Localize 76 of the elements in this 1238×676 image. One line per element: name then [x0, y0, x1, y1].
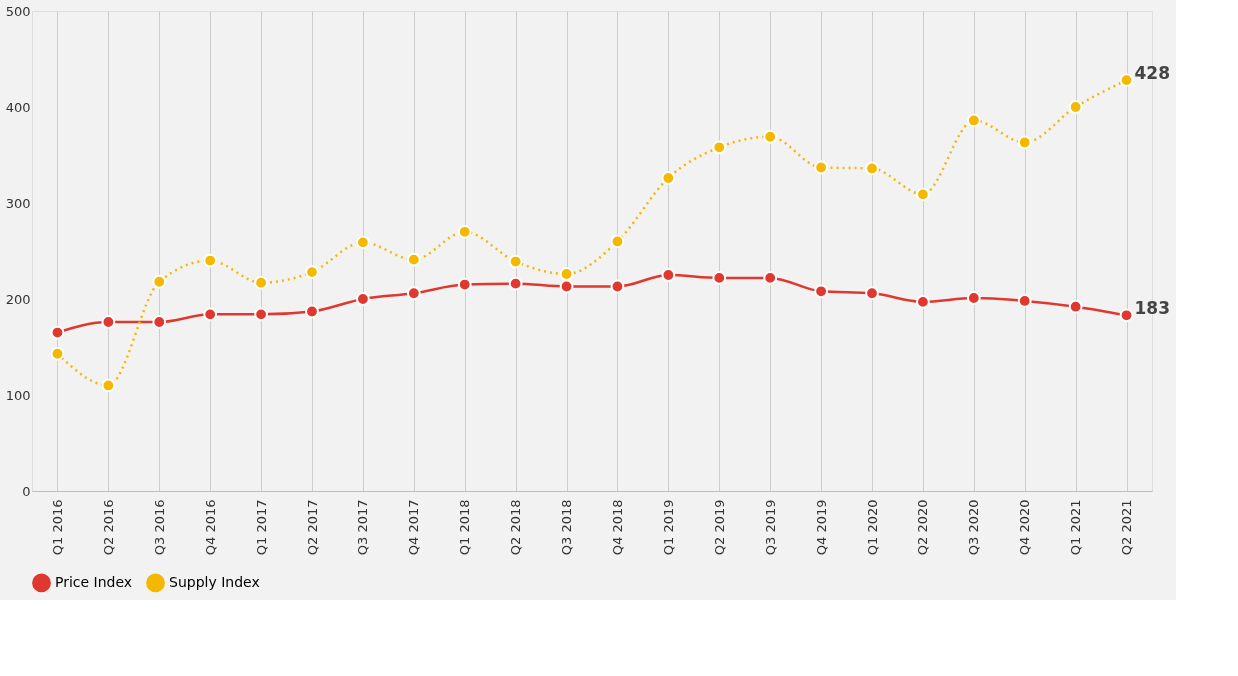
point [152, 274, 167, 289]
point [865, 161, 879, 176]
legend-label: Supply Index [169, 573, 260, 590]
y-tick-label: 100 [5, 387, 31, 403]
point [966, 113, 981, 128]
x-tick-label: Q3 2018 [559, 499, 575, 556]
point [1068, 100, 1083, 114]
point [814, 160, 829, 175]
point [457, 224, 472, 239]
point [305, 304, 319, 319]
x-tick-label: Q4 2016 [202, 499, 218, 556]
x-tick-label: Q3 2016 [151, 499, 167, 556]
point [406, 286, 421, 301]
point [661, 171, 676, 185]
y-tick-label: 300 [5, 195, 31, 211]
point [101, 378, 116, 393]
point [457, 277, 472, 292]
point [763, 270, 778, 285]
point [254, 307, 269, 322]
point [203, 253, 218, 268]
point [101, 315, 116, 329]
point [50, 325, 65, 340]
point [712, 140, 727, 155]
x-tick-label: Q4 2018 [609, 499, 625, 556]
x-tick-label: Q1 2020 [864, 499, 880, 556]
point [763, 129, 778, 144]
point [50, 346, 65, 361]
y-tick-label: 200 [5, 291, 31, 307]
point [712, 270, 727, 285]
point [355, 235, 370, 250]
point [406, 252, 421, 267]
point [814, 284, 829, 299]
x-tick-label: Q1 2019 [660, 499, 676, 556]
point [254, 275, 269, 290]
point [305, 265, 319, 280]
point [559, 279, 574, 294]
point [661, 268, 676, 282]
x-tick-label: Q3 2020 [966, 499, 982, 556]
point [610, 279, 625, 294]
point [508, 254, 523, 269]
point [1119, 308, 1134, 323]
y-tick-label: 500 [5, 3, 31, 19]
x-tick-label: Q4 2020 [1017, 499, 1033, 556]
legend-label: Price Index [55, 573, 133, 590]
point [865, 286, 879, 301]
x-tick-label: Q1 2021 [1068, 499, 1084, 556]
x-tick-label: Q2 2016 [100, 499, 116, 556]
annotation: 183 [1134, 298, 1171, 319]
point [508, 276, 523, 291]
y-tick-label: 0 [22, 483, 31, 499]
x-tick-label: Q2 2017 [304, 499, 320, 556]
point [1119, 73, 1134, 88]
x-tick-label: Q4 2017 [406, 499, 422, 556]
x-tick-label: Q2 2021 [1119, 499, 1135, 556]
point [915, 187, 930, 202]
annotation: 428 [1134, 63, 1171, 84]
x-tick-label: Q3 2019 [762, 499, 778, 556]
x-tick-label: Q2 2020 [915, 499, 931, 556]
x-tick-label: Q1 2017 [253, 499, 269, 556]
point [915, 294, 930, 309]
point [355, 292, 370, 306]
point [610, 234, 625, 249]
point [1017, 294, 1032, 308]
x-tick-label: Q2 2018 [508, 499, 524, 556]
x-tick-label: Q1 2016 [49, 499, 65, 556]
x-tick-label: Q4 2019 [813, 499, 829, 556]
point [1068, 299, 1083, 314]
y-tick-label: 400 [5, 99, 31, 115]
x-tick-label: Q1 2018 [457, 499, 473, 556]
x-tick-label: Q2 2019 [711, 499, 727, 556]
point [1017, 135, 1032, 150]
x-tick-label: Q3 2017 [355, 499, 371, 556]
point [152, 315, 167, 329]
point [203, 307, 218, 322]
point [559, 267, 574, 281]
point [966, 291, 981, 305]
